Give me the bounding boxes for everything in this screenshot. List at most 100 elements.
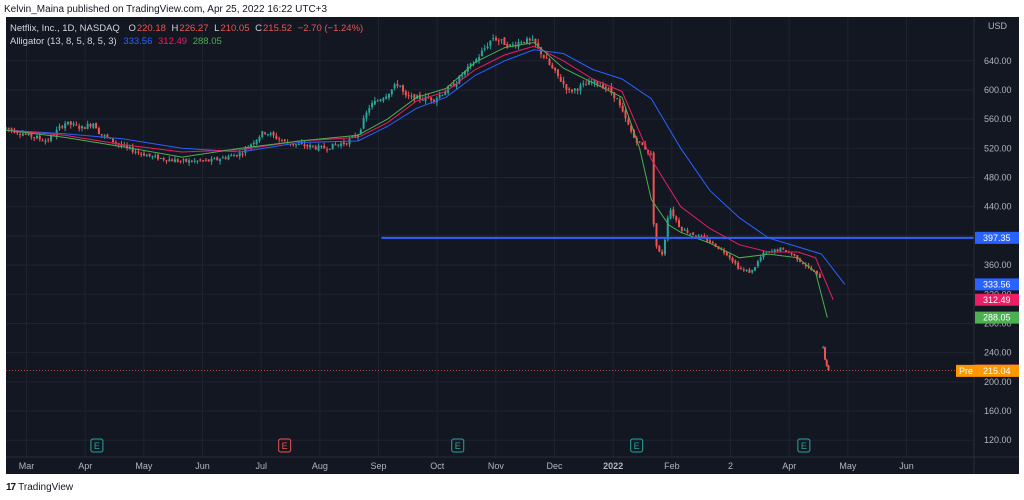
candle-body [593,80,596,83]
candle-body [233,155,236,157]
candle-body [683,229,686,231]
x-tick-label: Feb [664,461,680,471]
candle-body [30,132,33,137]
legend-low: 210.05 [220,23,250,34]
candle-body [531,39,534,41]
candle-body [340,143,343,146]
candle-body [624,110,627,119]
candle-body [725,252,728,256]
candle-body [382,98,385,101]
candle-body [630,125,633,132]
candle-body [255,139,258,145]
candle-body [148,153,151,156]
candle-body [601,84,604,89]
candle-body [669,210,672,219]
earnings-marker-icon [278,438,292,453]
candle-body [210,158,213,162]
candle-body [534,38,537,44]
candle-body [407,95,410,97]
candle-body [506,44,509,48]
candle-body [748,269,751,273]
candle-body [714,243,717,248]
x-tick-label: Aug [312,461,328,471]
x-tick-label: Mar [19,461,35,471]
candle-body [157,154,160,160]
price-label-text: 288.05 [983,313,1011,323]
candle-body [692,232,695,235]
candle-body [700,236,703,238]
candle-body [568,88,571,90]
legend-change: −2.70 (−1.24%) [297,23,364,34]
candle-body [368,108,371,113]
legend-symbol: Netflix, Inc., 1D, NASDAQ [10,23,120,34]
candle-body [433,99,436,102]
candle-body [371,103,374,108]
candle-body [759,257,762,262]
candle-body [616,98,619,100]
candle-body [675,216,678,221]
candle-body [478,56,481,61]
candle-body [449,85,452,87]
candle-body [83,127,86,130]
candle-body [6,127,7,129]
candle-body [528,38,531,41]
x-tick-label: Jun [899,461,914,471]
candle-body [816,270,819,274]
tradingview-brand[interactable]: 17 TradingView [6,482,73,493]
candle-body [300,142,303,144]
candle-body [162,158,165,160]
candle-body [159,158,162,160]
candle-body [475,59,478,63]
price-label-text: 333.56 [983,279,1011,289]
candle-body [604,86,607,89]
candle-body [112,138,115,143]
y-tick-label: 240.00 [984,348,1012,358]
candle-body [100,134,103,136]
candle-body [326,149,329,151]
candle-body [33,137,36,139]
candle-body [202,160,205,162]
candle-body [306,145,309,147]
candle-body [168,159,171,162]
candle-body [351,136,354,138]
candle-body [756,261,759,267]
x-tick-label: Apr [782,461,796,471]
candle-body [737,262,740,269]
candle-body [497,40,500,42]
candle-body [776,249,779,252]
candle-body [38,135,41,140]
candle-body [66,121,69,125]
candle-body [678,220,681,227]
candle-body [421,99,424,101]
legend-open: 220.18 [136,23,166,34]
candle-body [697,235,700,238]
y-tick-label: 360.00 [984,260,1012,270]
candle-body [393,84,396,89]
candle-body [641,142,644,146]
candle-body [823,347,826,360]
candle-body [182,159,185,161]
candle-body [114,142,117,144]
candle-body [44,140,47,143]
candle-body [244,147,247,153]
candle-body [171,159,174,162]
candle-body [41,140,44,142]
candle-body [694,235,697,237]
lips-value: 288.05 [192,36,222,47]
candle-body [179,161,182,163]
candle-body [317,145,320,151]
alligator-jaw-line [6,49,846,285]
x-tick-label: 2022 [603,461,623,471]
candle-body [314,146,317,150]
candle-body [632,130,635,138]
candle-body [342,142,345,144]
candle-body [754,267,757,271]
x-tick-label: May [839,461,857,471]
candle-body [413,94,416,101]
candle-body [134,151,137,153]
candle-body [782,248,785,250]
candle-body [295,144,298,146]
